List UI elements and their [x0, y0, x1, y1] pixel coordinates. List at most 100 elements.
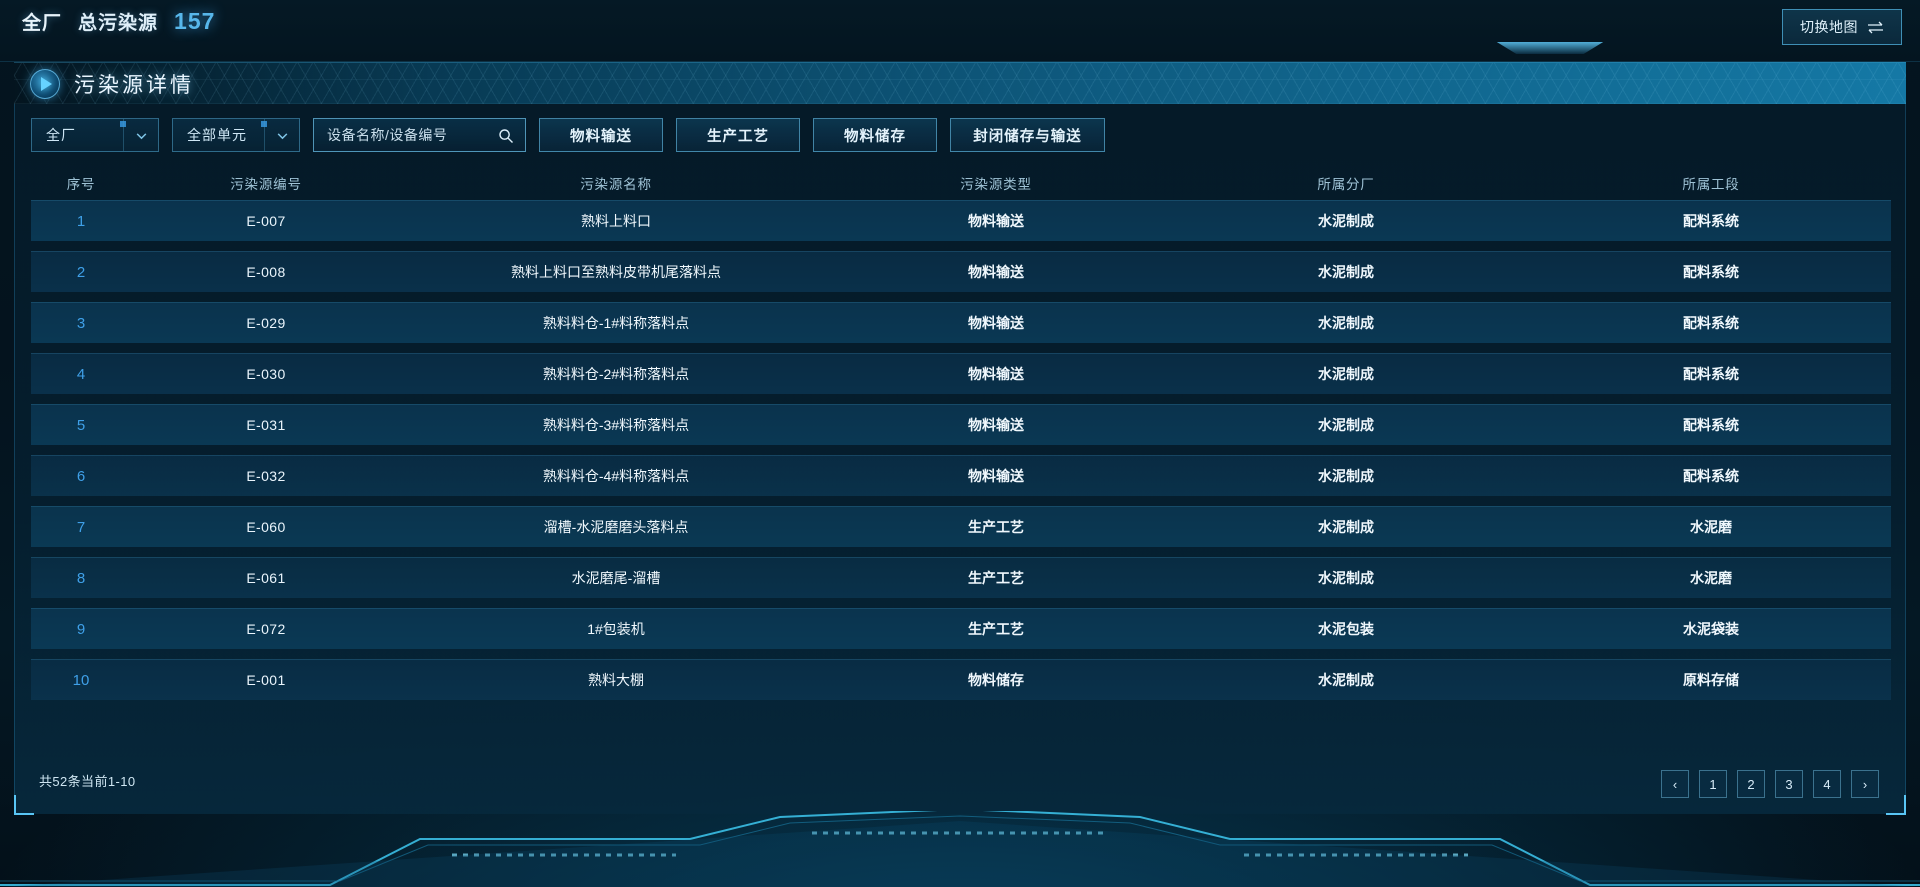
chevron-down-icon: [123, 119, 158, 151]
play-triangle-icon: [30, 69, 60, 99]
cell-index: 10: [72, 671, 90, 689]
filter-button-enclosed-storage-transport[interactable]: 封闭储存与输送: [950, 118, 1105, 152]
page-title: 污染源详情: [74, 74, 194, 97]
pollution-source-table: 序号 污染源编号 污染源名称 污染源类型 所属分厂 所属工段 1 E-007 熟料上…: [31, 166, 1891, 710]
cell-type: 物料输送: [968, 315, 1024, 331]
column-header-code: 污染源编号: [230, 177, 302, 192]
bottom-decoration: [0, 811, 1920, 887]
pagination-next[interactable]: ›: [1851, 770, 1879, 798]
total-pollution-count: 157: [174, 8, 216, 34]
pagination-prev[interactable]: ‹: [1661, 770, 1689, 798]
cell-index: 4: [76, 365, 86, 383]
cell-name: 熟料料仓-3#料称落料点: [542, 417, 690, 433]
cell-code: E-030: [246, 366, 286, 382]
cell-index: 3: [76, 314, 86, 332]
cell-code: E-029: [246, 315, 286, 331]
cell-type: 物料输送: [968, 264, 1024, 280]
table-row[interactable]: 2 E-008 熟料上料口至熟料皮带机尾落料点 物料输送 水泥制成 配料系统: [31, 251, 1891, 292]
cell-index: 9: [76, 620, 86, 638]
cell-name: 熟料料仓-1#料称落料点: [542, 315, 690, 331]
cell-section: 配料系统: [1683, 213, 1739, 229]
cell-section: 水泥磨: [1690, 570, 1732, 586]
cell-index: 5: [76, 416, 86, 434]
unit-select[interactable]: 全部单元: [172, 118, 300, 152]
search-box[interactable]: [313, 118, 542, 152]
column-header-name: 污染源名称: [580, 177, 652, 192]
top-bar-summary: 全厂 总污染源 157: [22, 8, 215, 35]
table-row[interactable]: 8 E-061 水泥磨尾-溜槽 生产工艺 水泥制成 水泥磨: [31, 557, 1891, 598]
cell-section: 配料系统: [1683, 366, 1739, 382]
table-header-row: 序号 污染源编号 污染源名称 污染源类型 所属分厂 所属工段: [31, 166, 1891, 200]
unit-select-value: 全部单元: [187, 127, 247, 143]
select-corner-decoration: [261, 121, 267, 127]
table-row[interactable]: 7 E-060 溜槽-水泥磨磨头落料点 生产工艺 水泥制成 水泥磨: [31, 506, 1891, 547]
cell-type: 生产工艺: [968, 570, 1024, 586]
cell-name: 熟料上料口: [581, 213, 651, 229]
record-count-label: 共52条当前1-10: [39, 774, 136, 789]
plant-select-value: 全厂: [46, 127, 76, 143]
cell-type: 物料输送: [968, 366, 1024, 382]
cell-branch: 水泥制成: [1318, 264, 1374, 280]
cell-name: 熟料料仓-2#料称落料点: [542, 366, 690, 382]
cell-type: 物料储存: [968, 672, 1024, 688]
search-input[interactable]: [314, 119, 542, 151]
cell-index: 1: [76, 212, 86, 230]
cell-branch: 水泥制成: [1318, 519, 1374, 535]
table-row[interactable]: 10 E-001 熟料大棚 物料储存 水泥制成 原料存储: [31, 659, 1891, 700]
filter-button-production-process[interactable]: 生产工艺: [676, 118, 800, 152]
cell-branch: 水泥制成: [1318, 366, 1374, 382]
search-icon[interactable]: [498, 128, 514, 144]
cell-section: 配料系统: [1683, 315, 1739, 331]
cell-code: E-001: [246, 672, 286, 688]
column-header-index: 序号: [66, 177, 96, 192]
switch-map-label: 切换地图: [1800, 19, 1858, 35]
cell-branch: 水泥包装: [1318, 621, 1374, 637]
table-row[interactable]: 1 E-007 熟料上料口 物料输送 水泥制成 配料系统: [31, 200, 1891, 241]
switch-map-button[interactable]: 切换地图: [1782, 9, 1902, 45]
table-row[interactable]: 9 E-072 1#包装机 生产工艺 水泥包装 水泥袋装: [31, 608, 1891, 649]
filter-button-material-storage[interactable]: 物料储存: [813, 118, 937, 152]
cell-branch: 水泥制成: [1318, 570, 1374, 586]
cell-section: 配料系统: [1683, 417, 1739, 433]
cell-type: 生产工艺: [968, 519, 1024, 535]
pagination-page-3[interactable]: 3: [1775, 770, 1803, 798]
pagination-page-2[interactable]: 2: [1737, 770, 1765, 798]
select-corner-decoration: [120, 121, 126, 127]
cell-code: E-061: [246, 570, 286, 586]
cell-type: 物料输送: [968, 417, 1024, 433]
cell-code: E-072: [246, 621, 286, 637]
cell-name: 水泥磨尾-溜槽: [571, 570, 661, 586]
panel-title-group: 污染源详情: [30, 63, 194, 104]
filter-button-material-transport[interactable]: 物料输送: [539, 118, 663, 152]
table-row[interactable]: 3 E-029 熟料料仓-1#料称落料点 物料输送 水泥制成 配料系统: [31, 302, 1891, 343]
cell-index: 6: [76, 467, 86, 485]
pagination-page-1[interactable]: 1: [1699, 770, 1727, 798]
cell-branch: 水泥制成: [1318, 213, 1374, 229]
top-bar: 全厂 总污染源 157 切换地图: [0, 0, 1920, 62]
cell-type: 物料输送: [968, 468, 1024, 484]
cell-name: 1#包装机: [587, 621, 645, 637]
column-header-type: 污染源类型: [960, 177, 1032, 192]
column-header-branch: 所属分厂: [1317, 177, 1375, 192]
cell-branch: 水泥制成: [1318, 672, 1374, 688]
table-row[interactable]: 5 E-031 熟料料仓-3#料称落料点 物料输送 水泥制成 配料系统: [31, 404, 1891, 445]
cell-type: 物料输送: [968, 213, 1024, 229]
total-pollution-label: 总污染源: [78, 13, 159, 34]
panel-header: 污染源详情: [14, 62, 1906, 104]
cell-code: E-031: [246, 417, 286, 433]
pagination-page-4[interactable]: 4: [1813, 770, 1841, 798]
column-header-section: 所属工段: [1682, 177, 1740, 192]
plant-select[interactable]: 全厂: [31, 118, 159, 152]
table-row[interactable]: 6 E-032 熟料料仓-4#料称落料点 物料输送 水泥制成 配料系统: [31, 455, 1891, 496]
plant-scope-label: 全厂: [22, 13, 63, 34]
panel-body: 全厂 全部单元 物料: [14, 104, 1906, 815]
table-row[interactable]: 4 E-030 熟料料仓-2#料称落料点 物料输送 水泥制成 配料系统: [31, 353, 1891, 394]
chevron-down-icon: [264, 119, 299, 151]
cell-code: E-060: [246, 519, 286, 535]
swap-horizontal-icon: [1867, 21, 1884, 34]
cell-section: 配料系统: [1683, 468, 1739, 484]
hex-pattern-decoration: [14, 63, 1906, 104]
cell-branch: 水泥制成: [1318, 468, 1374, 484]
cell-name: 熟料上料口至熟料皮带机尾落料点: [511, 264, 721, 280]
